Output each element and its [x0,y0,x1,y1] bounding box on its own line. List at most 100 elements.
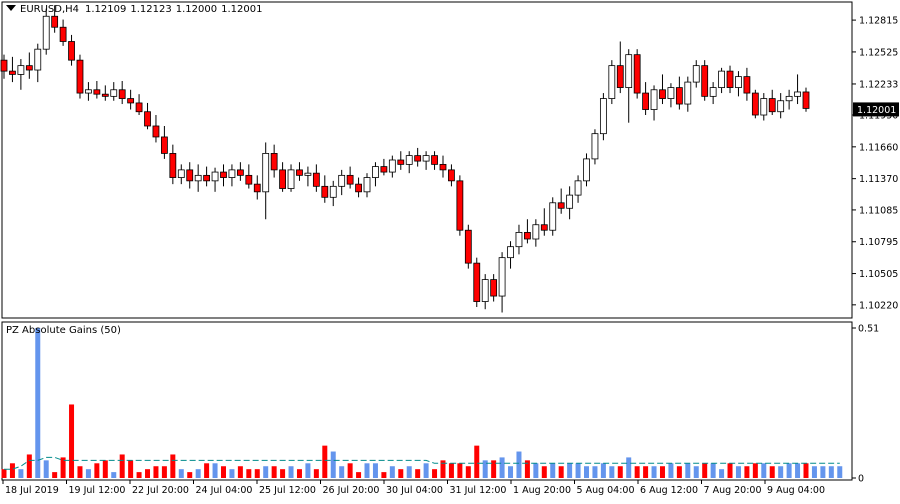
time-axis-label: 1 Aug 20:00 [513,485,571,496]
gain-bar-up [423,463,429,478]
price-axis-label: 1.11660 [859,142,898,153]
gain-bar-up [668,463,674,478]
gain-bar-down [102,460,108,478]
gain-bar-down [634,466,640,478]
gain-bar-up [584,466,590,478]
gain-bar-down [541,466,547,478]
gain-bar-up [710,463,716,478]
gain-bar-down [558,466,564,478]
gain-bar-down [347,463,353,478]
gain-bar-up [178,469,184,478]
candle-bear [270,153,278,171]
gain-bar-up [263,466,269,478]
gain-bar-down [415,469,421,478]
gain-bar-down [1,469,7,478]
time-axis-label: 18 Jul 2019 [5,485,59,496]
candle-bull [481,279,489,302]
candle-bear [751,92,759,116]
gain-bar-down [356,472,362,478]
candle-bull [304,172,312,176]
candle-bear [802,91,810,109]
candle-bear [642,92,649,110]
gain-bar-up [508,466,514,478]
indicator-axis-label: 0 [858,474,864,485]
symbol-label: EURUSD,H4 [20,4,80,15]
candle-bear [473,262,481,302]
candle-bull [34,48,42,71]
main-chart-header: EURUSD,H4 1.12109 1.12123 1.12000 1.12001 [6,4,266,15]
gain-bar-up [305,463,311,478]
price-axis-label: 1.11370 [859,174,898,185]
candle-bull [42,15,50,50]
gain-bar-up [693,466,699,478]
indicator-title: PZ Absolute Gains (50) [6,325,121,336]
candle-bull [760,98,768,116]
candle-bull [532,224,540,240]
gain-bar-down [26,454,32,478]
candle-bear [152,125,160,138]
gain-bar-up [516,451,522,478]
candle-bull [574,180,582,196]
gain-bar-down [153,466,159,478]
gain-bar-down [659,466,665,478]
gain-bar-up [828,466,834,478]
candle-bear [397,159,405,165]
gain-bar-down [381,472,387,478]
candle-bull [287,169,295,189]
gain-bar-down [271,466,277,478]
time-axis-label: 22 Jul 20:00 [132,485,189,496]
price-axis-label: 1.10795 [859,237,898,248]
candle-bear [439,163,447,171]
candle-bear [0,59,8,72]
candle-bear [169,153,177,178]
gain-bar-down [119,454,125,478]
gain-bar-up [195,469,201,478]
candle-bear [203,174,211,182]
candle-bear [431,155,438,165]
candle-bear [701,65,709,97]
price-axis-label: 1.12525 [859,47,898,58]
gain-bar-up [43,460,49,478]
candle-bull [17,65,25,75]
gain-bar-up [778,466,784,478]
candle-bull [591,133,599,160]
candle-bear [414,155,422,162]
candle-bull [718,70,725,88]
candle-bear [68,41,75,61]
candle-bull [794,91,801,97]
time-axis-label: 25 Jul 12:00 [259,485,316,496]
gain-bar-up [685,463,691,478]
candle-bear [9,70,16,75]
gain-bar-up [592,466,598,478]
candle-bear [675,87,683,105]
candle-bull [735,76,742,88]
gain-bar-down [752,463,758,478]
candle-bull [498,257,506,297]
gain-bar-up [575,463,581,478]
gain-bar-up [761,463,767,478]
candle-bear [456,180,464,231]
candle-bear [768,98,776,113]
time-axis-label: 5 Aug 04:00 [577,485,635,496]
candle-bull [110,89,118,97]
gain-bar-up [364,463,370,478]
current-price-label: 1.12001 [857,105,896,116]
candle-bear [101,93,109,97]
candle-bull [684,81,692,105]
candle-bull [625,54,633,88]
candle-bear [25,65,33,71]
gain-bar-up [567,463,573,478]
gain-bar-down [676,466,682,478]
gain-bar-down [727,463,733,478]
indicator-axis-label: 0.51 [858,324,879,335]
gain-bar-up [406,466,412,478]
gain-bar-up [719,469,725,478]
gain-bar-down [322,445,328,478]
gain-bar-down [94,463,100,478]
gain-bar-down [491,460,497,478]
candle-bear [76,59,84,94]
chart-menu-triangle-icon[interactable] [6,5,16,11]
candle-bear [135,102,143,113]
time-axis-label: 31 Jul 12:00 [450,485,507,496]
